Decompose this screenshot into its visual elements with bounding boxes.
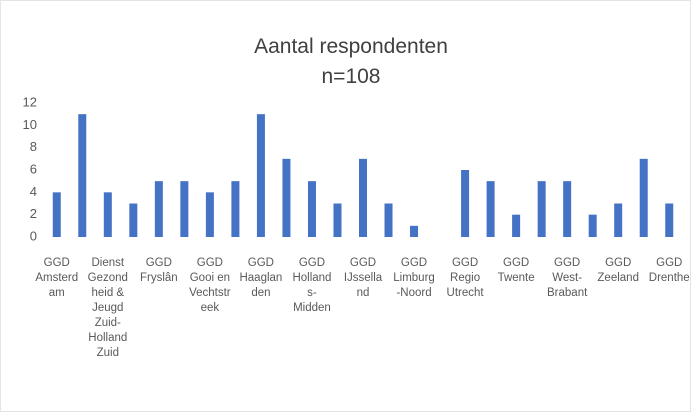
- y-tick-label: 10: [23, 117, 37, 132]
- chart-subtitle: n=108: [322, 65, 381, 88]
- x-tick-label: GGD Regio Utrecht: [446, 257, 484, 299]
- y-tick-label: 2: [30, 206, 37, 221]
- chart-title: Aantal respondenten: [254, 35, 448, 58]
- bar: [563, 181, 572, 237]
- y-tick-label: 12: [23, 94, 37, 109]
- x-tick-label: GGD Gooi en Vechtstreek: [189, 257, 231, 314]
- x-tick-label: GGD IJsselland: [343, 257, 383, 299]
- x-tick-label: GGD Fryslân: [139, 257, 178, 284]
- x-tick-label: Dienst Gezondheid & Jeugd Zuid-Holland Z…: [87, 257, 128, 359]
- y-tick-label: 4: [30, 184, 37, 199]
- bar: [537, 181, 546, 237]
- y-tick-label: 8: [30, 139, 37, 154]
- bar: [384, 203, 393, 237]
- bar: [614, 203, 623, 237]
- bar: [665, 203, 674, 237]
- bar: [103, 192, 112, 237]
- bar: [461, 170, 470, 237]
- bar: [333, 203, 342, 237]
- bar: [205, 192, 214, 237]
- bar: [486, 181, 495, 237]
- x-tick-label: GGD Zeeland: [597, 257, 639, 284]
- bar: [410, 225, 419, 237]
- x-tick-label: GGD Limburg-Noord: [393, 257, 435, 299]
- bar: [256, 114, 265, 237]
- bar: [639, 158, 648, 237]
- bar: [231, 181, 240, 237]
- bar: [588, 214, 597, 237]
- bar: [307, 181, 316, 237]
- x-tick-label: GGD West-Brabant: [547, 257, 588, 299]
- y-tick-label: 0: [30, 228, 37, 243]
- y-tick-label: 6: [30, 161, 37, 176]
- x-tick-label: GGD Haaglanden: [239, 257, 283, 299]
- bar: [282, 158, 291, 237]
- x-tick-label: GGD Hollands-Midden: [292, 257, 332, 314]
- bar: [180, 181, 189, 237]
- bar: [154, 181, 163, 237]
- x-tick-label: GGD Twente: [497, 257, 535, 284]
- x-tick-label: GGD Drenthe: [648, 257, 690, 284]
- bar: [129, 203, 138, 237]
- bar: [359, 158, 367, 237]
- x-tick-label: GGD Amsterdam: [35, 257, 79, 299]
- bar: [78, 114, 87, 237]
- bar: [512, 214, 521, 237]
- bar: [52, 192, 61, 237]
